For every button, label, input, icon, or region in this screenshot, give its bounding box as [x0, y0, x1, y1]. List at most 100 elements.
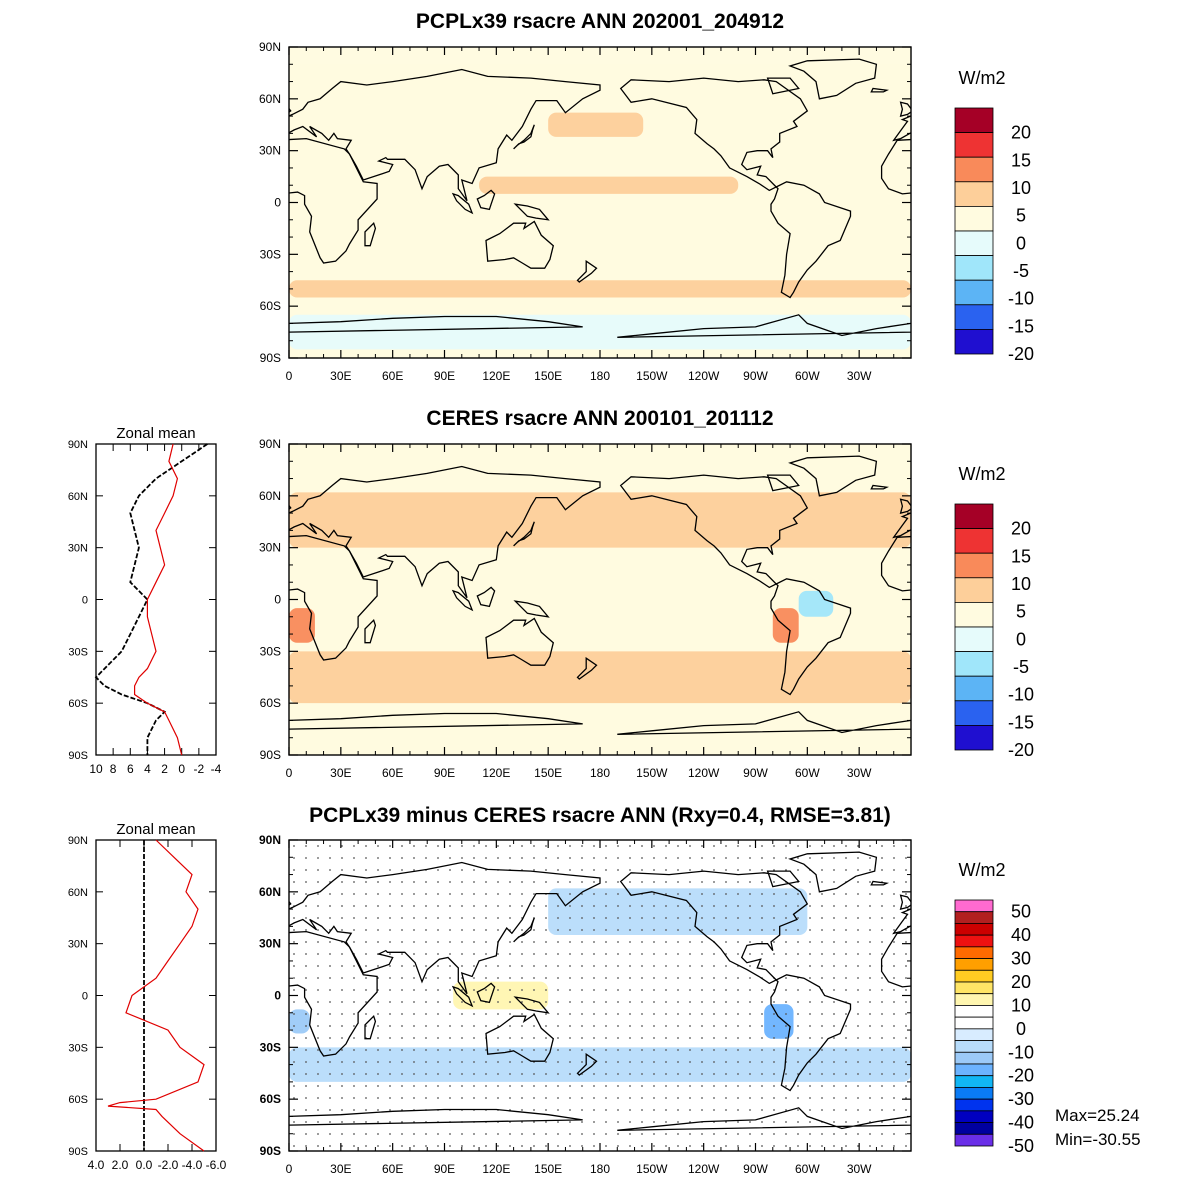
- zonal-x-tick-label: -2.0: [158, 1158, 179, 1172]
- colorbar-label: 20: [1011, 123, 1031, 143]
- colorbar-swatch: [954, 1040, 994, 1053]
- y-tick-label: 30S: [260, 644, 281, 658]
- colorbar-label: -40: [1008, 1113, 1034, 1133]
- zonal-x-tick-label: 0.0: [136, 1158, 153, 1172]
- y-axis: 90N 60N 30N 0 30S 60S 90S: [259, 437, 911, 762]
- colorbar-swatch: [954, 1122, 994, 1135]
- colorbar-swatch: [954, 1063, 994, 1077]
- map-model: 0 30E 60E 90E 120E 150E 180 150W 120W 90W 60W 30W 90…: [259, 40, 912, 383]
- coast-newguinea: [513, 996, 550, 1014]
- x-tick-label: 150E: [534, 1162, 562, 1176]
- x-tick-label: 120E: [482, 1162, 510, 1176]
- y-tick-label: 30N: [259, 937, 281, 951]
- zonal-mean-frame: [95, 443, 217, 756]
- x-tick-label: 0: [286, 766, 293, 780]
- zonal-y-tick-label: 30N: [68, 939, 88, 951]
- coast-iceland: [870, 880, 890, 886]
- coast-samerica: [770, 578, 852, 696]
- panel-diff: PCPLx39 minus CERES rsacre ANN (Rxy=0.4,…: [68, 804, 1141, 1176]
- field-south-ocean-band: [289, 651, 911, 704]
- colorbar-label: -15: [1008, 316, 1034, 336]
- coast-africa: [289, 930, 378, 1057]
- y-tick-label: 90N: [259, 833, 281, 847]
- colorbar-label: -10: [1008, 289, 1034, 309]
- x-tick-label: 150W: [636, 1162, 668, 1176]
- x-tick-label: 30W: [847, 369, 872, 383]
- field-layer: [289, 47, 911, 350]
- x-tick-label: 150W: [636, 369, 668, 383]
- zonal-y-tick-label: 60S: [68, 1094, 88, 1106]
- coast-newguinea: [513, 203, 550, 221]
- coast-australia: [485, 617, 555, 666]
- zonal-x-tick-label: -4: [211, 762, 222, 776]
- coast-madagascar: [364, 221, 377, 247]
- colorbar-label: -10: [1008, 1042, 1034, 1062]
- coast-africa: [289, 534, 378, 661]
- field-antarctic-edge: [289, 314, 911, 350]
- colorbar-label: 0: [1016, 233, 1026, 253]
- field-north-pacific-band: [548, 112, 644, 137]
- colorbar-label: -20: [1008, 740, 1034, 760]
- y-axis: 90N 60N 30N 0 30S 60S 90S: [259, 833, 911, 1158]
- coast-greenland: [788, 58, 878, 100]
- colorbar-swatch: [954, 230, 994, 257]
- coast-africa-wrap: [880, 931, 911, 988]
- colorbar-swatch: [954, 993, 994, 1006]
- colorbar-label: -30: [1008, 1089, 1034, 1109]
- colorbar-label: 15: [1011, 150, 1031, 170]
- x-tick-label: 30W: [847, 766, 872, 780]
- y-tick-label: 60N: [259, 885, 281, 899]
- zonal-x-tick-label: 2.0: [112, 1158, 129, 1172]
- colorbar-swatch: [954, 132, 994, 158]
- zonal-x-tick-label: 4: [144, 762, 151, 776]
- x-tick-label: 90E: [434, 1162, 455, 1176]
- colorbar-label: -10: [1008, 685, 1034, 705]
- colorbar-swatch: [954, 923, 994, 936]
- colorbar-swatch: [954, 1098, 994, 1112]
- zonal-x-tick-label: 6: [127, 762, 134, 776]
- colorbar-swatch: [954, 528, 994, 554]
- panel-obs-title: CERES rsacre ANN 200101_201112: [426, 407, 773, 430]
- coast-eurasia: [289, 68, 601, 202]
- colorbar-units: W/m2: [959, 68, 1006, 88]
- y-tick-label: 90N: [259, 40, 281, 54]
- zonal-x-tick-label: -2: [194, 762, 205, 776]
- colorbar-swatch: [954, 675, 994, 702]
- y-tick-label: 0: [274, 989, 281, 1003]
- zonal-mean-title: Zonal mean: [116, 425, 195, 442]
- colorbar-label: 15: [1011, 546, 1031, 566]
- x-tick-label: 60W: [795, 369, 820, 383]
- stat-min: Min=-30.55: [1055, 1130, 1141, 1149]
- field-southern-ocean-band: [289, 280, 911, 298]
- colorbar-label: 20: [1011, 519, 1031, 539]
- colorbar-swatch: [954, 958, 994, 971]
- y-tick-label: 90S: [260, 351, 281, 365]
- colorbar-label: 0: [1016, 629, 1026, 649]
- coastlines: [289, 851, 911, 1131]
- colorbar-swatch: [954, 503, 994, 530]
- y-tick-label: 60N: [259, 489, 281, 503]
- y-tick-label: 30N: [259, 144, 281, 158]
- colorbar-label: -50: [1008, 1136, 1034, 1156]
- zonal-series-red: [134, 443, 183, 756]
- coast-iceland: [870, 484, 890, 490]
- coast-baffin: [766, 870, 800, 888]
- panel-model-title: PCPLx39 rsacre ANN 202001_204912: [416, 10, 784, 33]
- y-tick-label: 30N: [259, 541, 281, 555]
- colorbar-swatch: [954, 899, 994, 913]
- coast-britain-wrap: [899, 101, 911, 117]
- colorbar-swatch: [954, 1016, 994, 1030]
- y-tick-label: 90S: [260, 748, 281, 762]
- x-tick-label: 30E: [330, 1162, 351, 1176]
- y-tick-label: 0: [274, 196, 281, 210]
- zonal-x-tick-label: 0: [178, 762, 185, 776]
- y-tick-label: 90S: [260, 1144, 281, 1158]
- colorbar-swatch: [954, 1051, 994, 1065]
- zonal-series-red: [107, 839, 205, 1152]
- coast-borneo: [476, 189, 496, 211]
- colorbar-label: 10: [1011, 995, 1031, 1015]
- x-tick-label: 30E: [330, 766, 351, 780]
